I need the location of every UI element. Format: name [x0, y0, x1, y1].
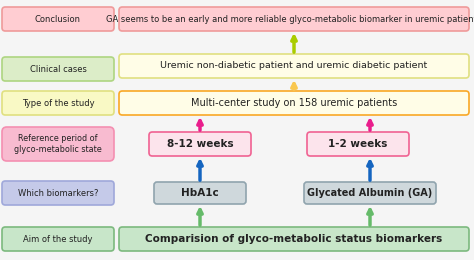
- FancyBboxPatch shape: [119, 227, 469, 251]
- Text: Uremic non-diabetic patient and uremic diabetic patient: Uremic non-diabetic patient and uremic d…: [160, 62, 428, 70]
- FancyBboxPatch shape: [307, 132, 409, 156]
- Text: Multi-center study on 158 uremic patients: Multi-center study on 158 uremic patient…: [191, 98, 397, 108]
- Text: Conclusion: Conclusion: [35, 15, 81, 23]
- FancyBboxPatch shape: [304, 182, 436, 204]
- Text: 1-2 weeks: 1-2 weeks: [328, 139, 388, 149]
- Text: Reference period of
glyco-metabolic state: Reference period of glyco-metabolic stat…: [14, 134, 102, 154]
- FancyBboxPatch shape: [119, 54, 469, 78]
- FancyBboxPatch shape: [2, 181, 114, 205]
- FancyBboxPatch shape: [119, 7, 469, 31]
- FancyBboxPatch shape: [2, 91, 114, 115]
- FancyBboxPatch shape: [119, 91, 469, 115]
- Text: Glycated Albumin (GA): Glycated Albumin (GA): [307, 188, 433, 198]
- FancyBboxPatch shape: [154, 182, 246, 204]
- Text: Comparision of glyco-metabolic status biomarkers: Comparision of glyco-metabolic status bi…: [146, 234, 443, 244]
- FancyBboxPatch shape: [2, 227, 114, 251]
- Text: Clinical cases: Clinical cases: [29, 64, 86, 74]
- Text: Type of the study: Type of the study: [22, 99, 94, 107]
- FancyBboxPatch shape: [149, 132, 251, 156]
- Text: GA seems to be an early and more reliable glyco-metabolic biomarker in uremic pa: GA seems to be an early and more reliabl…: [106, 15, 474, 23]
- Text: HbA1c: HbA1c: [181, 188, 219, 198]
- Text: Aim of the study: Aim of the study: [23, 235, 93, 244]
- Text: 8-12 weeks: 8-12 weeks: [167, 139, 233, 149]
- Text: Which biomarkers?: Which biomarkers?: [18, 188, 98, 198]
- FancyBboxPatch shape: [2, 7, 114, 31]
- FancyBboxPatch shape: [2, 127, 114, 161]
- FancyBboxPatch shape: [2, 57, 114, 81]
